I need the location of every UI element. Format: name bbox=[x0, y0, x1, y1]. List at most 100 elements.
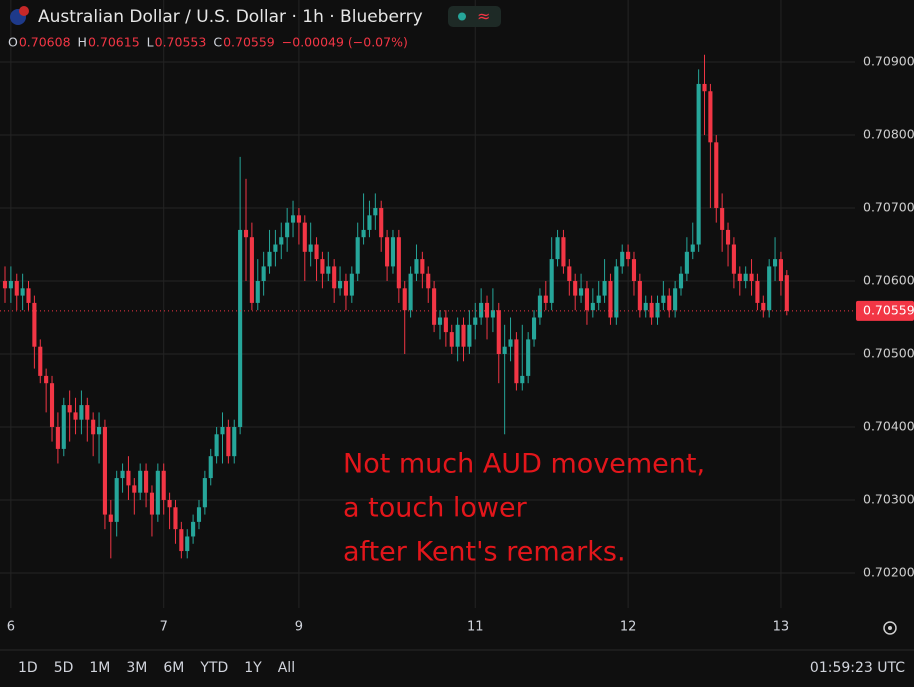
candle-body bbox=[285, 222, 290, 238]
candle-body bbox=[737, 273, 742, 282]
candle-body bbox=[602, 281, 607, 296]
candle-body bbox=[467, 324, 472, 347]
candle-body bbox=[543, 295, 548, 303]
x-tick-label: 7 bbox=[160, 620, 168, 635]
range-button[interactable]: 3M bbox=[126, 660, 147, 676]
candle-body bbox=[73, 412, 78, 420]
candle-body bbox=[531, 317, 537, 340]
candle-body bbox=[784, 275, 789, 311]
candle-body bbox=[267, 251, 272, 267]
candle-body bbox=[678, 273, 684, 289]
candle-body bbox=[449, 332, 454, 347]
toolbar: 1D 5D 1M 3M 6M YTD 1Y All bbox=[18, 660, 295, 676]
candle-body bbox=[767, 266, 772, 311]
x-tick-label: 13 bbox=[773, 620, 790, 635]
candle-body bbox=[484, 302, 490, 318]
candle-body bbox=[249, 237, 254, 303]
candle-body bbox=[108, 514, 113, 522]
candle-body bbox=[102, 426, 107, 515]
candle-body bbox=[631, 259, 637, 282]
annotation-line: after Kent's remarks. bbox=[343, 537, 626, 568]
candle-body bbox=[537, 295, 542, 318]
candle-body bbox=[755, 281, 760, 303]
range-button[interactable]: 1Y bbox=[244, 660, 262, 676]
candle-body bbox=[279, 237, 284, 245]
candle-body bbox=[702, 83, 707, 92]
change-value: −0.00049 (−0.07%) bbox=[282, 35, 408, 50]
candle-body bbox=[308, 244, 313, 252]
candle-body bbox=[526, 339, 531, 376]
candle-body bbox=[373, 208, 378, 216]
candle-body bbox=[608, 281, 613, 318]
candle-body bbox=[626, 251, 631, 260]
candle-body bbox=[772, 259, 778, 267]
y-tick-label: 0.70500 bbox=[863, 345, 914, 360]
candle-body bbox=[196, 507, 202, 522]
settings-icon[interactable] bbox=[883, 621, 897, 635]
candle-body bbox=[2, 281, 8, 289]
candle-body bbox=[96, 426, 102, 435]
candle-body bbox=[114, 478, 119, 522]
candle-body bbox=[696, 83, 701, 245]
candle-body bbox=[290, 215, 296, 223]
candle-body bbox=[708, 91, 713, 143]
candle-body bbox=[661, 295, 666, 303]
candle-body bbox=[332, 266, 337, 289]
candle-body bbox=[520, 375, 525, 384]
candle-body bbox=[514, 339, 519, 384]
candle-body bbox=[573, 281, 578, 296]
symbol-title: Australian Dollar / U.S. Dollar · 1h · B… bbox=[38, 7, 423, 27]
settings-icon-center bbox=[888, 626, 892, 630]
candle-body bbox=[731, 244, 736, 274]
candle-body bbox=[432, 288, 437, 325]
candle-body bbox=[155, 470, 160, 515]
candle-body bbox=[420, 259, 425, 274]
range-button[interactable]: 1M bbox=[89, 660, 110, 676]
candle-body bbox=[185, 536, 190, 552]
range-button[interactable]: 6M bbox=[163, 660, 184, 676]
candle-body bbox=[579, 288, 584, 296]
candle-body bbox=[55, 426, 60, 449]
candle-body bbox=[643, 302, 648, 311]
x-tick-label: 6 bbox=[7, 620, 15, 635]
candle-body bbox=[14, 281, 19, 296]
candle-body bbox=[555, 237, 560, 260]
candle-body bbox=[743, 273, 748, 282]
ohlc-key: H bbox=[78, 35, 87, 50]
candle-body bbox=[191, 521, 196, 537]
candle-body bbox=[614, 266, 619, 318]
ohlc-value: 0.70615 bbox=[88, 35, 140, 50]
ohlc-value: 0.70559 bbox=[223, 35, 275, 50]
candle-body bbox=[296, 215, 301, 223]
candle-body bbox=[167, 499, 172, 508]
range-button[interactable]: YTD bbox=[199, 660, 228, 676]
ohlc-key: C bbox=[213, 35, 222, 50]
candle-body bbox=[79, 405, 84, 420]
candle-body bbox=[226, 426, 231, 457]
candle-body bbox=[508, 339, 513, 347]
candle-body bbox=[179, 529, 184, 552]
status-badge[interactable] bbox=[448, 6, 501, 27]
candle-body bbox=[379, 208, 384, 238]
candle-body bbox=[232, 426, 237, 457]
candle-body bbox=[85, 405, 90, 420]
candle-body bbox=[502, 346, 507, 354]
candle-body bbox=[479, 302, 484, 318]
x-tick-label: 9 bbox=[295, 620, 303, 635]
candle-body bbox=[596, 295, 601, 303]
candle-body bbox=[549, 259, 554, 303]
y-tick-label: 0.70700 bbox=[863, 200, 914, 215]
candle-body bbox=[208, 456, 213, 479]
status-icon: ≈ bbox=[477, 7, 490, 26]
ohlc-key: O bbox=[8, 35, 18, 50]
candle-body bbox=[238, 229, 243, 427]
candle-body bbox=[584, 288, 590, 311]
range-button[interactable]: All bbox=[278, 660, 295, 676]
candle-body bbox=[138, 470, 143, 493]
range-button[interactable]: 5D bbox=[54, 660, 74, 676]
candle-body bbox=[720, 208, 725, 230]
range-button[interactable]: 1D bbox=[18, 660, 38, 676]
candle-body bbox=[426, 273, 431, 289]
candle-body bbox=[349, 273, 354, 296]
